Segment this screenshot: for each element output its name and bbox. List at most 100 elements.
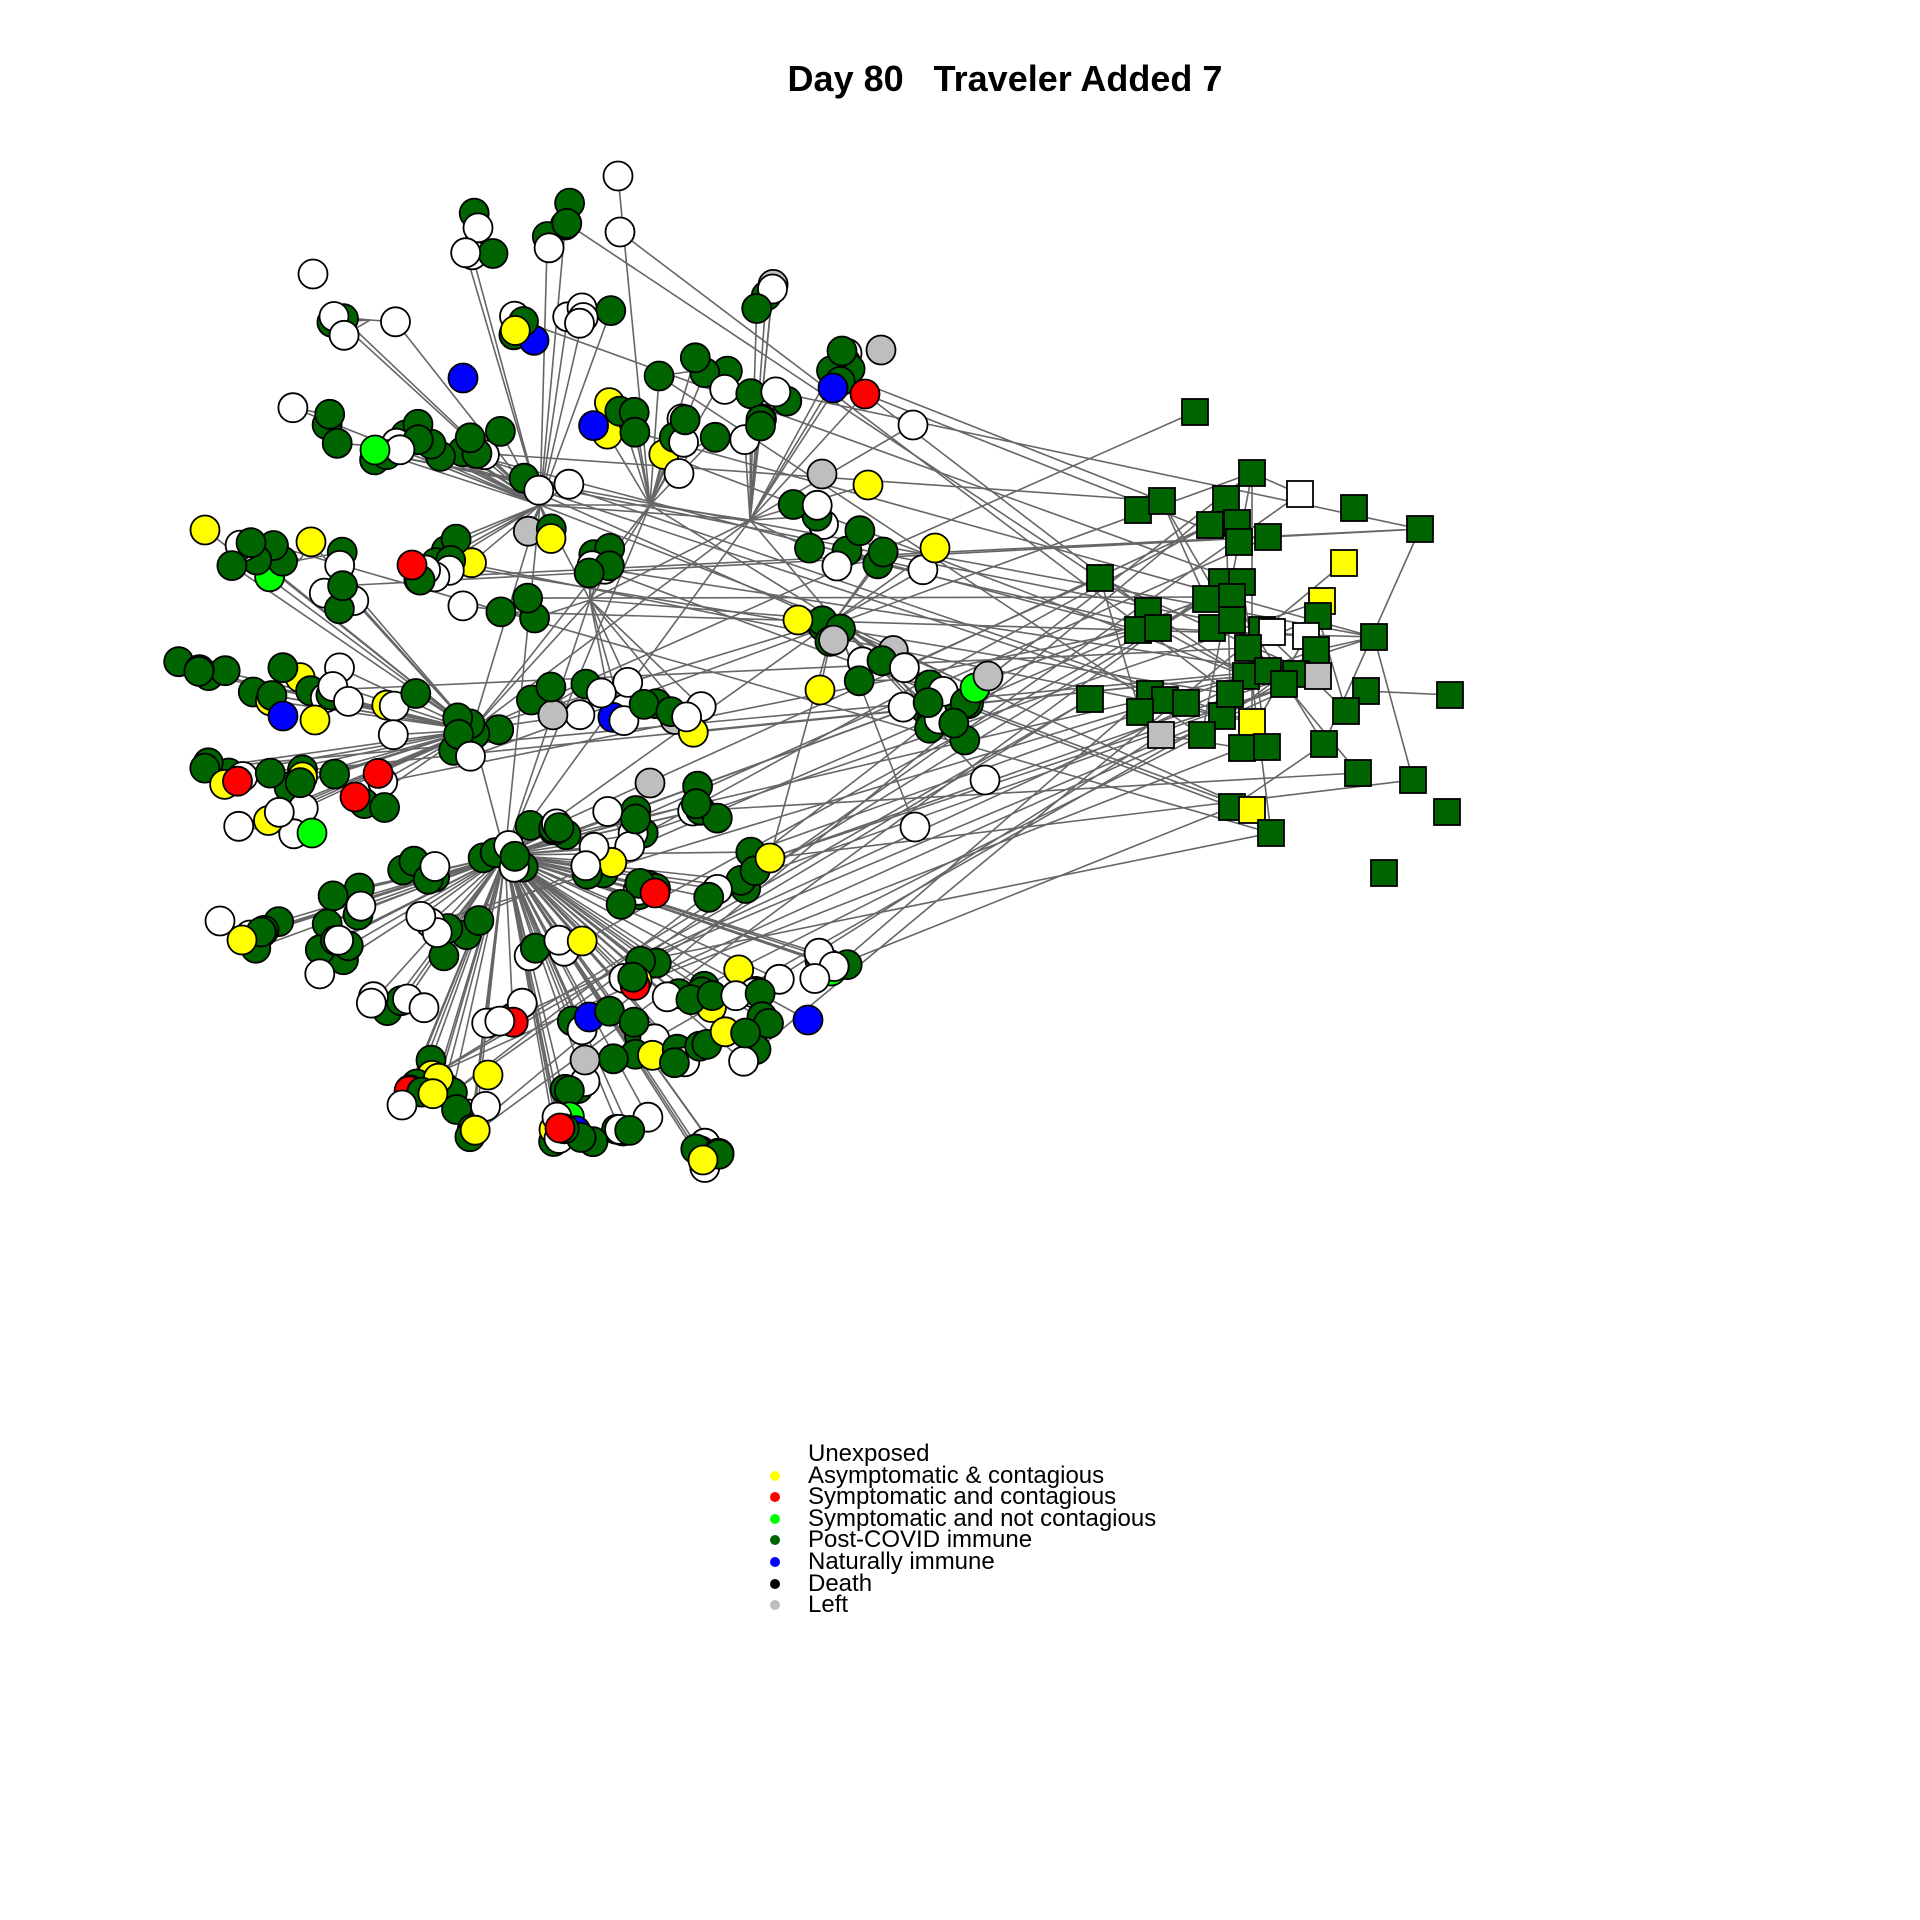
legend-label: Left — [808, 1594, 848, 1616]
resident-node — [346, 892, 375, 921]
network-edge — [1374, 637, 1413, 780]
resident-node — [568, 927, 597, 956]
resident-node — [800, 964, 829, 993]
resident-node — [256, 759, 285, 788]
resident-node — [795, 534, 824, 563]
traveler-node — [1229, 735, 1255, 761]
resident-node — [681, 343, 710, 372]
traveler-node — [1259, 619, 1285, 645]
resident-node — [971, 766, 1000, 795]
resident-node — [803, 491, 832, 520]
resident-node — [486, 417, 515, 446]
resident-node — [845, 666, 874, 695]
resident-node — [890, 653, 919, 682]
resident-node — [297, 527, 326, 556]
resident-node — [451, 238, 480, 267]
traveler-node — [1219, 607, 1245, 633]
traveler-node — [1311, 731, 1337, 757]
resident-node — [286, 768, 315, 797]
resident-node — [636, 769, 665, 798]
resident-node — [298, 819, 327, 848]
resident-node — [822, 552, 851, 581]
resident-node — [554, 470, 583, 499]
resident-node — [731, 1019, 760, 1048]
traveler-node — [1303, 637, 1329, 663]
resident-node — [851, 380, 880, 409]
traveler-node — [1239, 797, 1265, 823]
resident-node — [899, 411, 928, 440]
traveler-node — [1219, 584, 1245, 610]
resident-node — [854, 471, 883, 500]
resident-node — [500, 842, 529, 871]
network-edge — [311, 648, 1248, 691]
resident-node — [330, 321, 359, 350]
resident-node — [593, 797, 622, 826]
resident-node — [575, 559, 604, 588]
resident-node — [641, 879, 670, 908]
resident-node — [794, 1006, 823, 1035]
resident-node — [501, 316, 530, 345]
resident-node — [665, 459, 694, 488]
resident-node — [223, 767, 252, 796]
resident-node — [406, 902, 435, 931]
traveler-node — [1077, 686, 1103, 712]
resident-node — [361, 436, 390, 465]
resident-node — [672, 702, 701, 731]
resident-node — [320, 760, 349, 789]
resident-node — [615, 1116, 644, 1145]
resident-node — [237, 528, 266, 557]
resident-node — [479, 239, 508, 268]
resident-node — [464, 906, 493, 935]
resident-node — [694, 883, 723, 912]
resident-node — [621, 805, 650, 834]
resident-node — [334, 687, 363, 716]
resident-node — [552, 209, 581, 238]
resident-node — [921, 534, 950, 563]
resident-node — [701, 423, 730, 452]
traveler-node — [1400, 767, 1426, 793]
legend-marker — [770, 1579, 780, 1589]
legend-marker — [770, 1449, 780, 1459]
resident-node — [761, 377, 790, 406]
resident-node — [784, 606, 813, 635]
traveler-node — [1258, 820, 1284, 846]
resident-node — [461, 1116, 490, 1145]
resident-node — [328, 571, 357, 600]
resident-node — [191, 516, 220, 545]
resident-node — [630, 690, 659, 719]
resident-node — [545, 813, 574, 842]
resident-node — [449, 364, 478, 393]
resident-node — [607, 890, 636, 919]
resident-node — [901, 813, 930, 842]
traveler-node — [1145, 615, 1171, 641]
resident-node — [571, 851, 600, 880]
resident-node — [806, 676, 835, 705]
traveler-node — [1213, 486, 1239, 512]
resident-node — [604, 162, 633, 191]
resident-node — [689, 1146, 718, 1175]
traveler-node — [1437, 682, 1463, 708]
resident-node — [456, 742, 485, 771]
resident-node — [418, 1079, 447, 1108]
traveler-node — [1341, 495, 1367, 521]
resident-node — [485, 1007, 514, 1036]
traveler-node — [1287, 481, 1313, 507]
traveler-node — [1193, 586, 1219, 612]
traveler-node — [1271, 671, 1297, 697]
traveler-node — [1371, 860, 1397, 886]
resident-node — [914, 688, 943, 717]
resident-node — [682, 789, 711, 818]
resident-node — [974, 662, 1003, 691]
resident-node — [869, 538, 898, 567]
resident-node — [555, 1076, 584, 1105]
resident-node — [742, 294, 771, 323]
resident-node — [217, 551, 246, 580]
resident-node — [278, 393, 307, 422]
traveler-node — [1149, 488, 1175, 514]
resident-node — [456, 423, 485, 452]
resident-node — [299, 260, 328, 289]
resident-node — [756, 844, 785, 873]
traveler-node — [1182, 399, 1208, 425]
traveler-node — [1226, 529, 1252, 555]
